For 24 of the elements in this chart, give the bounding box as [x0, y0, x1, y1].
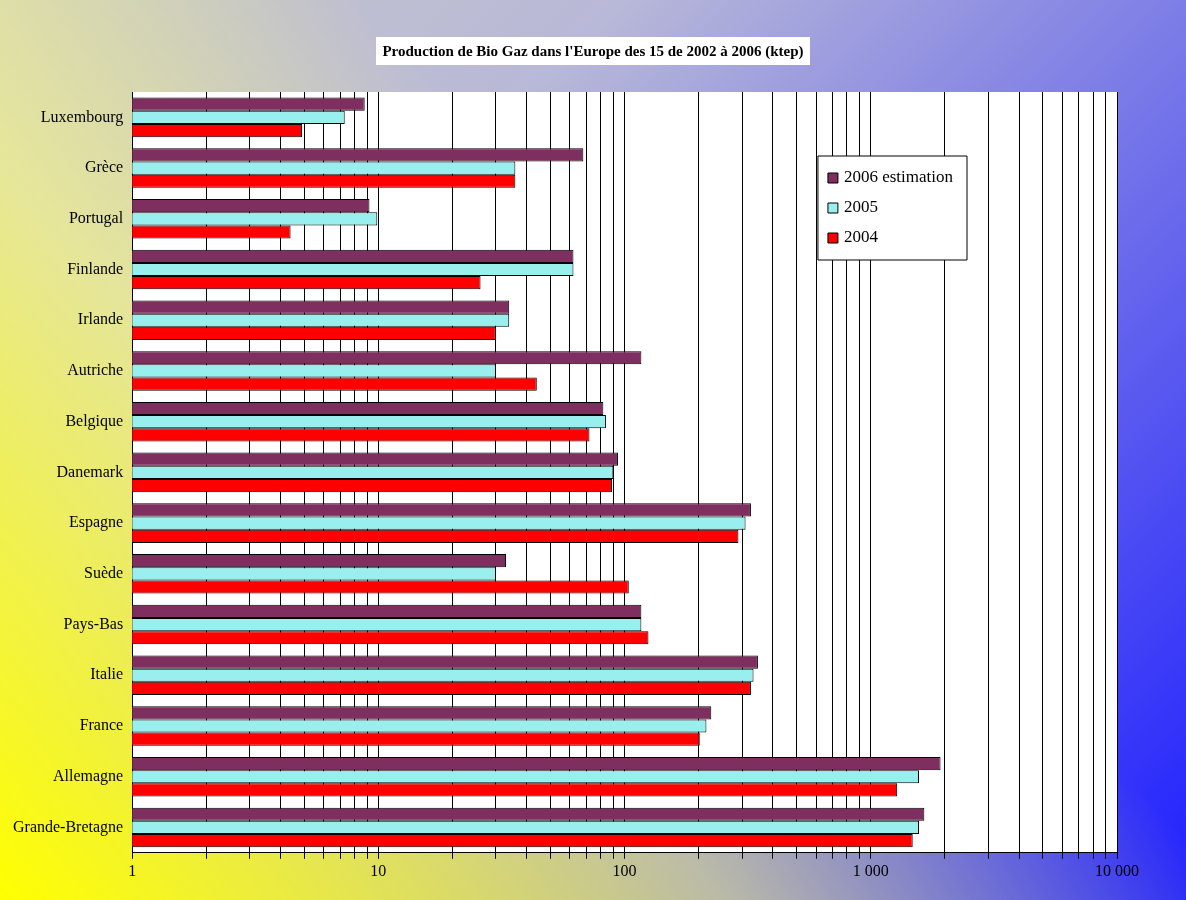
y-tick-label: Belgique	[65, 411, 124, 430]
y-tick-label: Allemagne	[52, 766, 124, 785]
legend-label: 2006 estimation	[843, 167, 954, 187]
y-tick-label: France	[79, 716, 124, 734]
y-tick-label: Portugal	[68, 209, 124, 227]
x-tick-label: 1 000	[852, 861, 889, 879]
legend-label: 2005	[843, 197, 878, 217]
y-tick-label: Luxembourg	[40, 107, 124, 126]
x-tick-label: 10 000	[1095, 861, 1139, 879]
legend-label: 2004	[843, 227, 879, 247]
y-tick-label: Suède	[84, 564, 124, 582]
y-tick-label: Grèce	[84, 158, 124, 176]
x-tick-label: 10	[370, 861, 387, 879]
x-tick-label: 1	[128, 861, 137, 879]
y-tick-label: Finlande	[67, 259, 124, 277]
y-tick-label: Grande-Bretagne	[12, 817, 124, 836]
y-tick-label: Espagne	[68, 513, 124, 532]
y-tick-label: Italie	[90, 665, 124, 683]
chart-title: Production de Bio Gaz dans l'Europe des 15 de 2002 à 2006 (ktep)	[376, 37, 810, 65]
y-tick-label: Autriche	[67, 361, 124, 379]
y-tick-label: Danemark	[56, 462, 124, 480]
y-tick-label: Irlande	[77, 310, 124, 328]
x-tick-label: 100	[612, 861, 637, 879]
y-tick-label: Pays-Bas	[63, 614, 124, 633]
